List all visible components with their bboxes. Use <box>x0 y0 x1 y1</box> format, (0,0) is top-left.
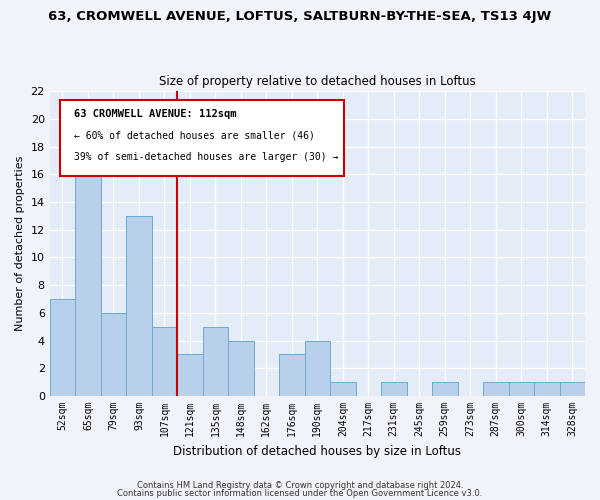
X-axis label: Distribution of detached houses by size in Loftus: Distribution of detached houses by size … <box>173 444 461 458</box>
Bar <box>126 216 152 396</box>
Text: Contains HM Land Registry data © Crown copyright and database right 2024.: Contains HM Land Registry data © Crown c… <box>137 481 463 490</box>
Bar <box>534 382 560 396</box>
Text: 39% of semi-detached houses are larger (30) →: 39% of semi-detached houses are larger (… <box>74 152 338 162</box>
Text: ← 60% of detached houses are smaller (46): ← 60% of detached houses are smaller (46… <box>74 130 314 140</box>
Bar <box>177 354 203 396</box>
Bar <box>330 382 356 396</box>
Bar <box>50 299 75 396</box>
Bar <box>560 382 585 396</box>
Bar <box>432 382 458 396</box>
Bar <box>305 340 330 396</box>
Bar <box>381 382 407 396</box>
Bar <box>101 313 126 396</box>
Bar <box>509 382 534 396</box>
Bar <box>279 354 305 396</box>
Title: Size of property relative to detached houses in Loftus: Size of property relative to detached ho… <box>159 76 476 88</box>
Text: 63 CROMWELL AVENUE: 112sqm: 63 CROMWELL AVENUE: 112sqm <box>74 110 236 120</box>
Bar <box>483 382 509 396</box>
Text: Contains public sector information licensed under the Open Government Licence v3: Contains public sector information licen… <box>118 488 482 498</box>
Bar <box>75 146 101 396</box>
Bar <box>152 326 177 396</box>
Bar <box>203 326 228 396</box>
FancyBboxPatch shape <box>61 100 344 176</box>
Bar <box>228 340 254 396</box>
Y-axis label: Number of detached properties: Number of detached properties <box>15 156 25 331</box>
Text: 63, CROMWELL AVENUE, LOFTUS, SALTBURN-BY-THE-SEA, TS13 4JW: 63, CROMWELL AVENUE, LOFTUS, SALTBURN-BY… <box>49 10 551 23</box>
